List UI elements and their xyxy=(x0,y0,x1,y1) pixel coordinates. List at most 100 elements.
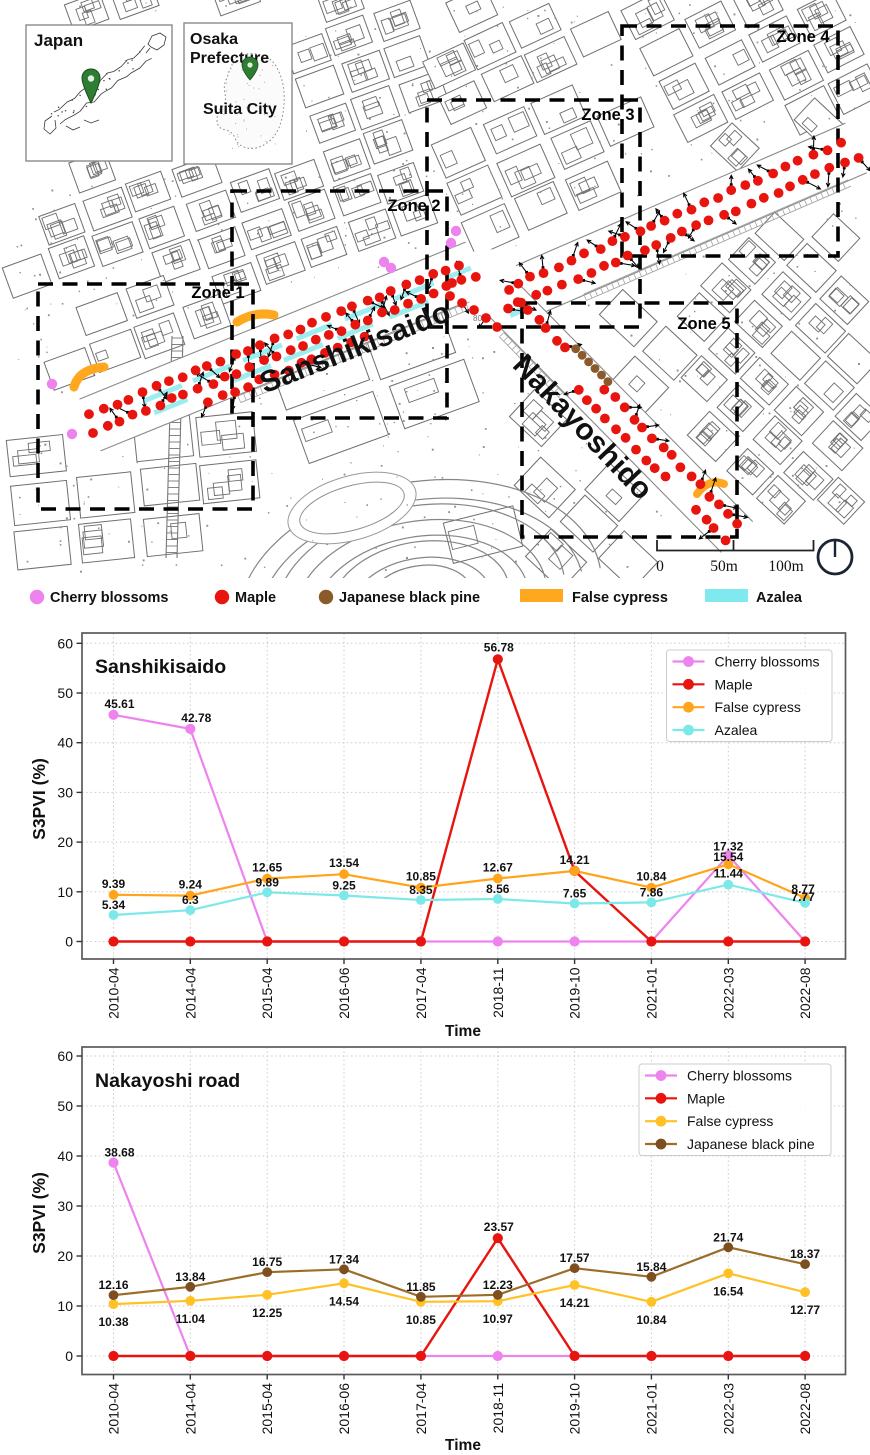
svg-text:15.54: 15.54 xyxy=(713,850,743,864)
svg-text:S3PVI (%): S3PVI (%) xyxy=(29,758,49,840)
svg-text:14.21: 14.21 xyxy=(560,853,590,867)
svg-text:Japan: Japan xyxy=(34,31,83,50)
svg-text:Time: Time xyxy=(445,1023,481,1040)
svg-text:12.16: 12.16 xyxy=(98,1278,128,1292)
svg-text:30: 30 xyxy=(57,784,73,800)
svg-text:17.57: 17.57 xyxy=(560,1251,590,1265)
svg-text:Azalea: Azalea xyxy=(715,722,758,738)
svg-text:8.35: 8.35 xyxy=(409,883,433,897)
svg-text:6.3: 6.3 xyxy=(182,893,199,907)
svg-text:2014-04: 2014-04 xyxy=(182,1383,198,1435)
svg-text:2014-04: 2014-04 xyxy=(182,967,198,1019)
svg-text:56.78: 56.78 xyxy=(484,640,514,654)
svg-text:12.65: 12.65 xyxy=(252,861,282,875)
svg-text:2022-08: 2022-08 xyxy=(797,1383,813,1435)
svg-text:14.54: 14.54 xyxy=(329,1294,359,1308)
svg-text:8.56: 8.56 xyxy=(486,882,510,896)
svg-text:23.57: 23.57 xyxy=(484,1220,514,1234)
svg-text:2016-06: 2016-06 xyxy=(336,1383,352,1435)
svg-text:10.97: 10.97 xyxy=(483,1312,513,1326)
svg-text:Maple: Maple xyxy=(235,590,276,606)
svg-text:2017-04: 2017-04 xyxy=(413,1383,429,1435)
svg-text:Time: Time xyxy=(445,1437,481,1454)
svg-text:2021-01: 2021-01 xyxy=(643,967,659,1019)
svg-text:38.68: 38.68 xyxy=(104,1146,134,1160)
svg-text:2018-11: 2018-11 xyxy=(490,967,506,1018)
svg-text:60: 60 xyxy=(57,1048,73,1064)
svg-text:Zone 5: Zone 5 xyxy=(677,315,730,333)
svg-text:40: 40 xyxy=(57,735,73,751)
svg-text:11.44: 11.44 xyxy=(714,867,744,881)
svg-text:Maple: Maple xyxy=(715,676,753,692)
svg-text:10.85: 10.85 xyxy=(406,1313,436,1327)
svg-text:40: 40 xyxy=(57,1148,73,1164)
svg-text:0: 0 xyxy=(65,1348,73,1364)
svg-text:False cypress: False cypress xyxy=(687,1113,773,1129)
svg-text:12.25: 12.25 xyxy=(252,1306,282,1320)
svg-text:Cherry blossoms: Cherry blossoms xyxy=(687,1068,792,1084)
svg-text:Osaka: Osaka xyxy=(190,31,238,48)
svg-text:10.84: 10.84 xyxy=(636,870,666,884)
svg-text:10: 10 xyxy=(57,1298,73,1314)
svg-text:Suita City: Suita City xyxy=(203,101,277,118)
svg-text:16.75: 16.75 xyxy=(252,1255,282,1269)
svg-text:7.86: 7.86 xyxy=(640,885,664,899)
svg-text:10.38: 10.38 xyxy=(98,1315,128,1329)
svg-text:Cherry blossoms: Cherry blossoms xyxy=(715,654,820,670)
svg-text:10: 10 xyxy=(57,884,73,900)
svg-text:45.61: 45.61 xyxy=(104,697,134,711)
svg-text:0: 0 xyxy=(656,558,664,575)
svg-text:50m: 50m xyxy=(710,558,738,575)
svg-text:16.54: 16.54 xyxy=(713,1284,743,1298)
svg-text:15.84: 15.84 xyxy=(636,1260,666,1274)
svg-text:13.84: 13.84 xyxy=(175,1270,205,1284)
svg-text:2022-03: 2022-03 xyxy=(720,967,736,1019)
svg-text:2019-10: 2019-10 xyxy=(567,1383,583,1435)
svg-text:2019-10: 2019-10 xyxy=(567,967,583,1019)
svg-text:2010-04: 2010-04 xyxy=(106,1383,122,1435)
svg-text:60: 60 xyxy=(57,635,73,651)
svg-text:5.34: 5.34 xyxy=(102,898,126,912)
svg-text:42.78: 42.78 xyxy=(181,711,211,725)
svg-text:12.23: 12.23 xyxy=(483,1278,513,1292)
svg-text:11.85: 11.85 xyxy=(406,1280,436,1294)
svg-text:2016-06: 2016-06 xyxy=(336,967,352,1019)
svg-text:20: 20 xyxy=(57,1248,73,1264)
svg-text:10.84: 10.84 xyxy=(636,1313,666,1327)
svg-text:17.34: 17.34 xyxy=(329,1252,359,1266)
svg-text:Nakayoshi road: Nakayoshi road xyxy=(95,1070,240,1092)
svg-text:Japanese black pine: Japanese black pine xyxy=(687,1136,815,1152)
svg-text:80: 80 xyxy=(473,314,482,323)
svg-text:7.65: 7.65 xyxy=(563,887,587,901)
svg-text:Zone 3: Zone 3 xyxy=(581,106,634,124)
svg-text:0: 0 xyxy=(65,934,73,950)
svg-text:9.24: 9.24 xyxy=(179,878,203,892)
svg-text:11.04: 11.04 xyxy=(176,1312,206,1326)
svg-text:2017-04: 2017-04 xyxy=(413,967,429,1019)
svg-text:S3PVI (%): S3PVI (%) xyxy=(29,1172,49,1254)
svg-text:30: 30 xyxy=(57,1198,73,1214)
svg-text:Zone 1: Zone 1 xyxy=(191,284,244,302)
svg-text:14.21: 14.21 xyxy=(560,1296,590,1310)
svg-text:2022-08: 2022-08 xyxy=(797,967,813,1019)
svg-text:17.32: 17.32 xyxy=(713,839,743,853)
svg-text:18.37: 18.37 xyxy=(790,1247,820,1261)
svg-text:Maple: Maple xyxy=(687,1090,725,1106)
svg-text:Cherry blossoms: Cherry blossoms xyxy=(50,590,168,606)
svg-text:12.77: 12.77 xyxy=(790,1303,820,1317)
svg-text:13.54: 13.54 xyxy=(329,856,359,870)
svg-text:2021-01: 2021-01 xyxy=(643,1383,659,1435)
svg-text:9.25: 9.25 xyxy=(332,879,356,893)
svg-text:2010-04: 2010-04 xyxy=(106,967,122,1019)
svg-text:9.89: 9.89 xyxy=(256,875,280,889)
svg-text:9.39: 9.39 xyxy=(102,877,126,891)
svg-text:Zone 4: Zone 4 xyxy=(776,28,830,46)
svg-text:50: 50 xyxy=(57,1098,73,1114)
svg-text:2022-03: 2022-03 xyxy=(720,1383,736,1435)
svg-text:Sanshikisaido: Sanshikisaido xyxy=(95,656,226,678)
svg-text:10.85: 10.85 xyxy=(406,870,436,884)
svg-text:7.77: 7.77 xyxy=(791,890,815,904)
svg-text:100m: 100m xyxy=(768,558,803,575)
svg-text:8.77: 8.77 xyxy=(791,882,815,896)
svg-text:False cypress: False cypress xyxy=(572,590,668,606)
